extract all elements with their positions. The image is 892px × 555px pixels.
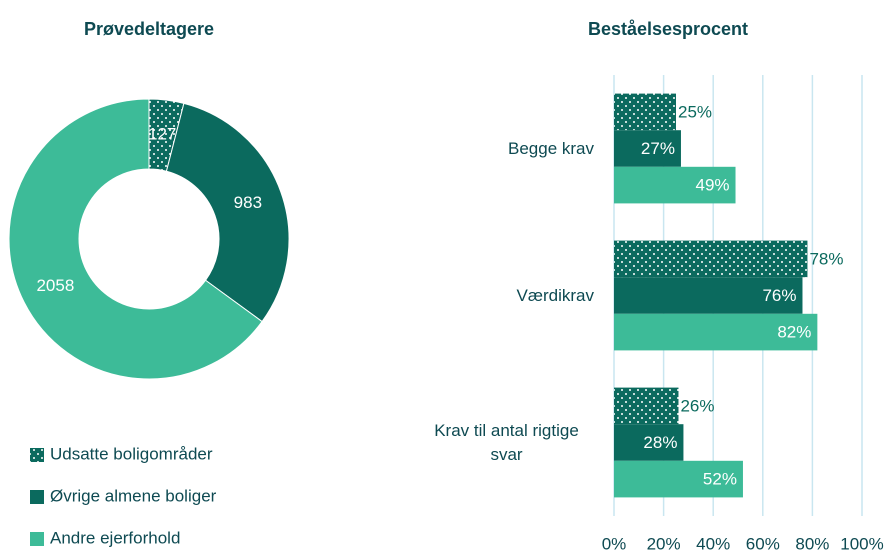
x-tick-label: 100% bbox=[840, 534, 883, 553]
slice-label: 983 bbox=[234, 193, 262, 212]
bar bbox=[614, 166, 736, 204]
bar bbox=[614, 313, 818, 351]
bar-value-label: 52% bbox=[703, 470, 737, 489]
bar-value-label: 49% bbox=[695, 176, 729, 195]
bar bbox=[614, 130, 681, 167]
bar bbox=[614, 460, 743, 498]
legend-swatch bbox=[30, 448, 44, 462]
bar-value-label: 78% bbox=[809, 249, 843, 268]
bar-value-label: 28% bbox=[643, 433, 677, 452]
x-tick-label: 20% bbox=[647, 534, 681, 553]
bar-value-label: 82% bbox=[777, 323, 811, 342]
x-tick-label: 40% bbox=[696, 534, 730, 553]
bar bbox=[614, 93, 676, 131]
bar bbox=[614, 424, 684, 461]
legend-swatch bbox=[30, 490, 44, 504]
category-label: Krav til antal rigtige svar bbox=[434, 420, 579, 464]
bar-value-label: 27% bbox=[641, 139, 675, 158]
bar-value-label: 26% bbox=[680, 396, 714, 415]
bar bbox=[614, 387, 679, 425]
slice-label: 2058 bbox=[36, 276, 74, 295]
x-tick-label: 60% bbox=[746, 534, 780, 553]
slice-label: 127 bbox=[148, 124, 176, 143]
donut-title: Prøvedeltagere bbox=[84, 19, 214, 39]
legend-swatch bbox=[30, 532, 44, 546]
legend-label: Øvrige almene boliger bbox=[50, 486, 217, 505]
bar-value-label: 25% bbox=[678, 102, 712, 121]
x-tick-label: 80% bbox=[795, 534, 829, 553]
category-label: Begge krav bbox=[508, 138, 594, 158]
x-tick-label: 0% bbox=[602, 534, 627, 553]
donut-slice bbox=[8, 98, 263, 380]
bar bbox=[614, 277, 803, 314]
legend-label: Udsatte boligområder bbox=[50, 444, 213, 463]
bar bbox=[614, 240, 808, 278]
donut-slice bbox=[165, 102, 290, 323]
category-label: Værdikrav bbox=[516, 285, 594, 305]
legend-label: Andre ejerforhold bbox=[50, 528, 180, 547]
bar-value-label: 76% bbox=[762, 286, 796, 305]
bar-title: Beståelsesprocent bbox=[588, 19, 748, 39]
